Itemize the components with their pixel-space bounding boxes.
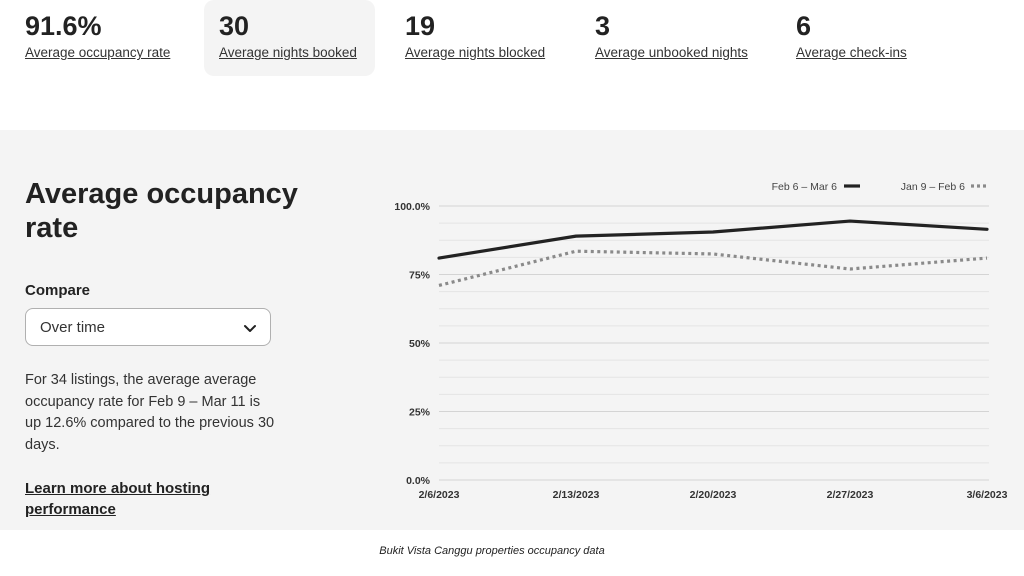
stat-unbooked-nights[interactable]: 3 Average unbooked nights bbox=[595, 0, 775, 76]
stat-label[interactable]: Average check-ins bbox=[796, 45, 907, 60]
stat-value: 30 bbox=[219, 11, 250, 41]
stat-nights-booked[interactable]: 30 Average nights booked bbox=[204, 0, 375, 76]
stat-label[interactable]: Average unbooked nights bbox=[595, 45, 748, 60]
x-tick-label: 2/27/2023 bbox=[827, 489, 874, 501]
stat-value: 19 bbox=[405, 11, 436, 41]
stats-row: 91.6% Average occupancy rate 30 Average … bbox=[0, 0, 1024, 80]
x-axis-ticks: 2/6/2023 2/13/2023 2/20/2023 2/27/2023 3/6/2… bbox=[419, 489, 1008, 501]
chevron-down-icon bbox=[244, 325, 256, 332]
occupancy-line-chart: 100.0% 75% 50% 25% 0.0% 2/6/2023 2/13/2023 2/2… bbox=[394, 181, 1008, 501]
stat-value: 3 bbox=[595, 11, 611, 41]
chart-series bbox=[437, 219, 989, 288]
y-tick-label: 25% bbox=[409, 407, 431, 419]
y-tick-label: 75% bbox=[409, 270, 431, 282]
occupancy-panel: Average occupancy rate Compare Over time… bbox=[0, 130, 1024, 530]
y-tick-label: 50% bbox=[409, 338, 431, 350]
chart-grid bbox=[439, 205, 989, 481]
compare-select[interactable]: Over time bbox=[25, 308, 271, 346]
compare-selected-value: Over time bbox=[40, 319, 106, 336]
x-tick-label: 2/6/2023 bbox=[419, 489, 460, 501]
image-caption: Bukit Vista Canggu properties occupancy … bbox=[379, 545, 605, 557]
stat-label[interactable]: Average nights booked bbox=[219, 45, 357, 60]
stat-check-ins[interactable]: 6 Average check-ins bbox=[796, 0, 946, 76]
series-line-current bbox=[437, 219, 989, 260]
stat-label[interactable]: Average nights blocked bbox=[405, 45, 546, 60]
y-tick-label: 100.0% bbox=[394, 201, 430, 213]
chart-legend: Feb 6 – Mar 6 Jan 9 – Feb 6 bbox=[772, 181, 988, 193]
stat-occupancy-rate[interactable]: 91.6% Average occupancy rate bbox=[25, 0, 195, 76]
panel-title: Average occupancy rate bbox=[25, 178, 298, 244]
series-line-previous bbox=[438, 249, 988, 288]
occupancy-description: For 34 listings, the average average occ… bbox=[25, 372, 275, 453]
x-tick-label: 2/20/2023 bbox=[690, 489, 737, 501]
x-tick-label: 2/13/2023 bbox=[553, 489, 600, 501]
stat-nights-blocked[interactable]: 19 Average nights blocked bbox=[405, 0, 575, 76]
compare-label: Compare bbox=[25, 282, 91, 299]
stat-value: 6 bbox=[796, 11, 812, 41]
legend-label-current: Feb 6 – Mar 6 bbox=[772, 181, 838, 193]
legend-label-previous: Jan 9 – Feb 6 bbox=[901, 181, 965, 193]
learn-more-link[interactable]: Learn more about hosting performance bbox=[25, 480, 211, 518]
stat-value: 91.6% bbox=[25, 11, 102, 41]
x-tick-label: 3/6/2023 bbox=[967, 489, 1008, 501]
stat-label[interactable]: Average occupancy rate bbox=[25, 45, 171, 60]
y-tick-label: 0.0% bbox=[406, 475, 431, 487]
y-axis-ticks: 100.0% 75% 50% 25% 0.0% bbox=[394, 201, 430, 487]
